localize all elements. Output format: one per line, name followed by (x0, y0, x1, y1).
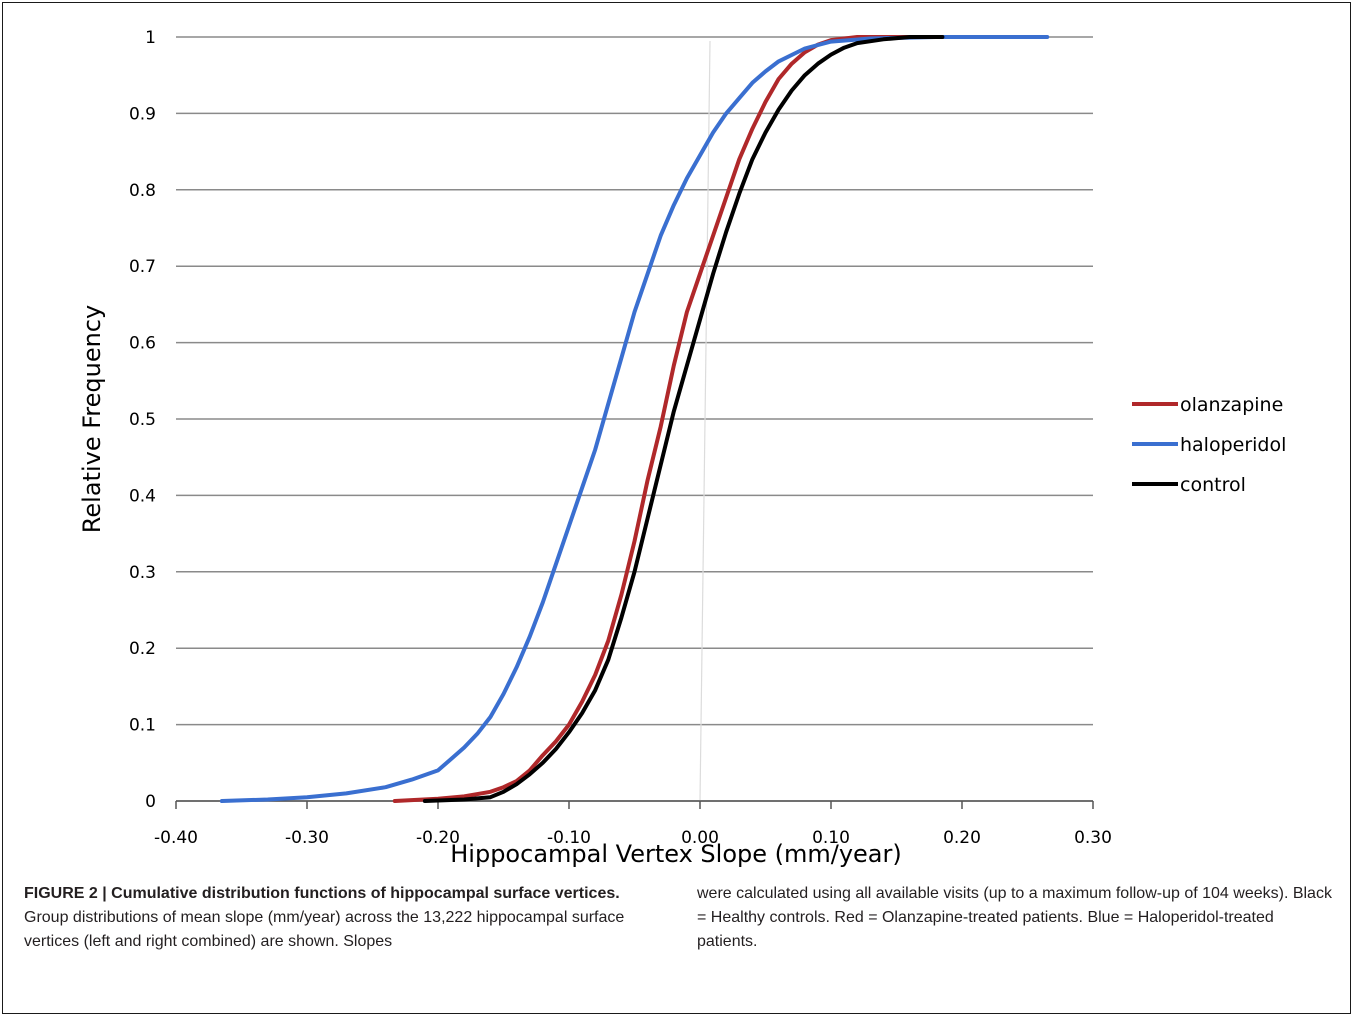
series-line-haloperidol (219, 35, 1050, 803)
y-tick-label: 0.9 (129, 104, 156, 124)
x-tick-label: -0.20 (416, 828, 460, 848)
y-tick-label: 0.6 (129, 334, 156, 354)
legend-label-control: control (1180, 474, 1246, 496)
x-tick-label: 0.00 (681, 828, 719, 848)
y-tick-label: 1 (145, 28, 156, 48)
x-tick-label: -0.30 (285, 828, 329, 848)
x-tick-label: -0.40 (154, 828, 198, 848)
x-tick-label: 0.10 (812, 828, 850, 848)
y-tick-label: 0.5 (129, 410, 156, 430)
figure-caption-text-left: Group distributions of mean slope (mm/ye… (24, 909, 625, 950)
x-axis-label: Hippocampal Vertex Slope (mm/year) (450, 840, 902, 868)
x-tick-label: 0.20 (943, 828, 981, 848)
series-line-olanzapine (392, 35, 912, 803)
y-tick-label: 0.3 (129, 563, 156, 583)
zero-reference-line (699, 40, 711, 802)
series-lines (219, 35, 1050, 803)
y-tick-label: 0.1 (129, 716, 156, 736)
gridlines (176, 36, 1093, 802)
legend-label-olanzapine: olanzapine (1180, 394, 1283, 416)
figure-caption-right: were calculated using all available visi… (697, 882, 1337, 954)
x-tick-label: 0.30 (1074, 828, 1112, 848)
figure-caption-label: FIGURE 2 | Cumulative distribution funct… (24, 885, 620, 902)
legend: olanzapine haloperidol control (1132, 394, 1286, 496)
y-tick-label: 0.4 (129, 486, 156, 506)
y-tick-label: 0 (145, 792, 156, 812)
cdf-chart: 0 0.1 0.2 0.3 0.4 0.5 0.6 0.7 0.8 0.9 1 -0.40 -0.30 -… (78, 28, 1286, 868)
y-tick-label: 0.7 (129, 257, 156, 277)
y-tick-label: 0.2 (129, 639, 156, 659)
legend-label-haloperidol: haloperidol (1180, 434, 1286, 456)
y-tick-label: 0.8 (129, 181, 156, 201)
x-tick-label: -0.10 (547, 828, 591, 848)
axes: 0 0.1 0.2 0.3 0.4 0.5 0.6 0.7 0.8 0.9 1 -0.40 -0.30 -… (129, 28, 1112, 848)
y-axis-label: Relative Frequency (78, 305, 106, 533)
figure-caption-left: FIGURE 2 | Cumulative distribution funct… (24, 882, 664, 954)
series-line-control (422, 35, 945, 803)
figure-caption-text-right: were calculated using all available visi… (697, 885, 1332, 950)
